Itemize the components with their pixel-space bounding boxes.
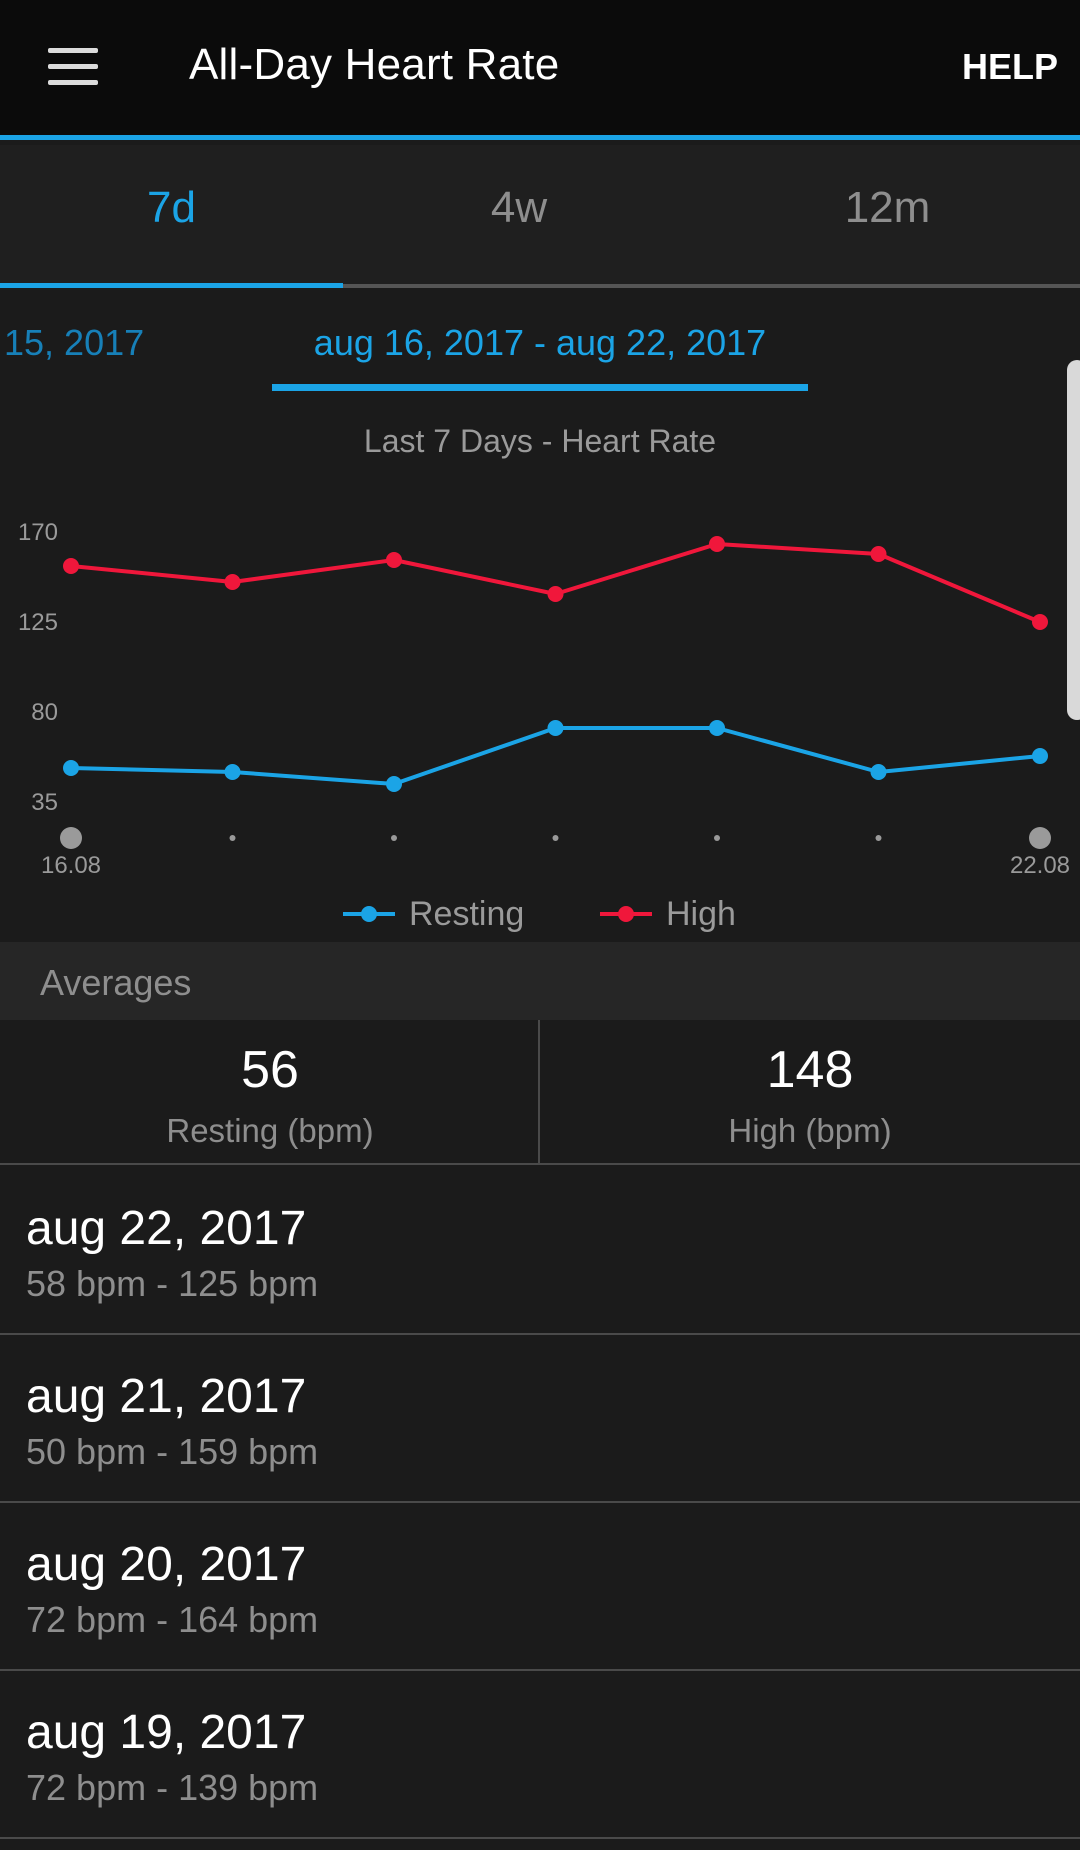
day-bpm-range: 72 bpm - 164 bpm [26,1599,319,1640]
resting-average-value: 56 [241,1041,299,1099]
legend-item-resting: Resting [343,894,524,934]
page-title: All-Day Heart Rate [189,40,560,89]
data-point-high [547,586,564,602]
series-line-resting [70,726,1041,786]
averages-panel: 56 Resting (bpm) 148 High (bpm) [0,1020,1080,1165]
day-list: aug 22, 2017 58 bpm - 125 bpm aug 21, 20… [0,1167,1080,1839]
data-point-resting [870,764,887,780]
tab-4w[interactable]: 4w [490,183,548,232]
data-point-resting [63,760,79,776]
help-button[interactable]: HELP [961,46,1058,87]
menu-bar-line [48,79,98,85]
tab-7d[interactable]: 7d [147,183,196,232]
heart-rate-chart: 35 80 125 170 16.08 22.08 [18,519,1070,879]
side-scroll-handle[interactable] [1067,360,1080,720]
x-tick-dot [714,835,720,841]
tab-track [0,284,1080,288]
data-point-high [63,558,79,574]
hamburger-menu-icon[interactable] [28,34,118,98]
legend-swatch-high [600,894,652,934]
day-bpm-range: 50 bpm - 159 bpm [26,1431,319,1472]
legend-label-high: High [666,894,736,933]
menu-bar-line [48,47,98,53]
day-date: aug 19, 2017 [26,1706,307,1759]
data-point-high [1032,614,1048,630]
day-bpm-range: 58 bpm - 125 bpm [26,1263,319,1304]
app-bar-accent-line [0,135,1080,140]
data-point-high [224,574,241,590]
tab-12m[interactable]: 12m [844,183,931,232]
day-date: aug 20, 2017 [26,1538,307,1591]
chart-legend: Resting High [0,894,1080,944]
resting-average-label: Resting (bpm) [166,1112,374,1149]
y-tick-label: 170 [18,519,58,546]
menu-bar-line [48,63,98,69]
previous-period[interactable]: 15, 2017 [4,322,145,363]
legend-swatch-resting [343,894,395,934]
tab-active-indicator [0,283,343,288]
data-point-resting [709,720,725,736]
list-item[interactable]: aug 19, 2017 72 bpm - 139 bpm [0,1671,1080,1839]
x-tick-label: 16.08 [41,852,101,879]
x-tick-label: 22.08 [1010,852,1070,879]
averages-title: Averages [40,962,192,1003]
y-tick-label: 35 [31,789,58,816]
legend-label-resting: Resting [409,894,525,933]
day-date: aug 22, 2017 [26,1202,307,1255]
x-tick-dot [552,835,559,841]
data-point-resting [547,720,564,736]
x-tick-dot [391,835,397,841]
series-line-high [70,542,1041,624]
y-tick-label: 80 [31,699,58,726]
current-period[interactable]: aug 16, 2017 - aug 22, 2017 [313,322,767,363]
x-tick-dot [60,827,82,849]
day-bpm-range: 72 bpm - 139 bpm [26,1767,319,1808]
app-bar: All-Day Heart Rate HELP [0,0,1080,140]
period-pager: 15, 2017 aug 16, 2017 - aug 22, 2017 [0,288,1080,398]
list-item[interactable]: aug 22, 2017 58 bpm - 125 bpm [0,1167,1080,1335]
data-point-high [386,552,402,568]
data-point-resting [1032,748,1048,764]
legend-item-high: High [600,894,736,934]
list-item[interactable]: aug 21, 2017 50 bpm - 159 bpm [0,1335,1080,1503]
data-point-high [870,546,887,562]
data-point-resting [386,776,402,792]
averages-divider [538,1020,540,1165]
y-tick-label: 125 [18,609,58,636]
data-point-high [709,536,725,552]
x-tick-dot [229,835,236,841]
high-average: 148 High (bpm) [540,1020,1080,1165]
list-item[interactable]: aug 20, 2017 72 bpm - 164 bpm [0,1503,1080,1671]
current-period-indicator [272,384,808,391]
x-tick-dot [875,835,882,841]
chart-title: Last 7 Days - Heart Rate [363,423,717,459]
range-tabs: 7d 4w 12m [0,145,1080,288]
day-date: aug 21, 2017 [26,1370,307,1423]
data-point-resting [224,764,241,780]
resting-average: 56 Resting (bpm) [0,1020,540,1165]
x-tick-dot [1029,827,1051,849]
averages-header: Averages [0,942,1080,1020]
high-average-label: High (bpm) [728,1112,892,1149]
high-average-value: 148 [766,1041,854,1099]
